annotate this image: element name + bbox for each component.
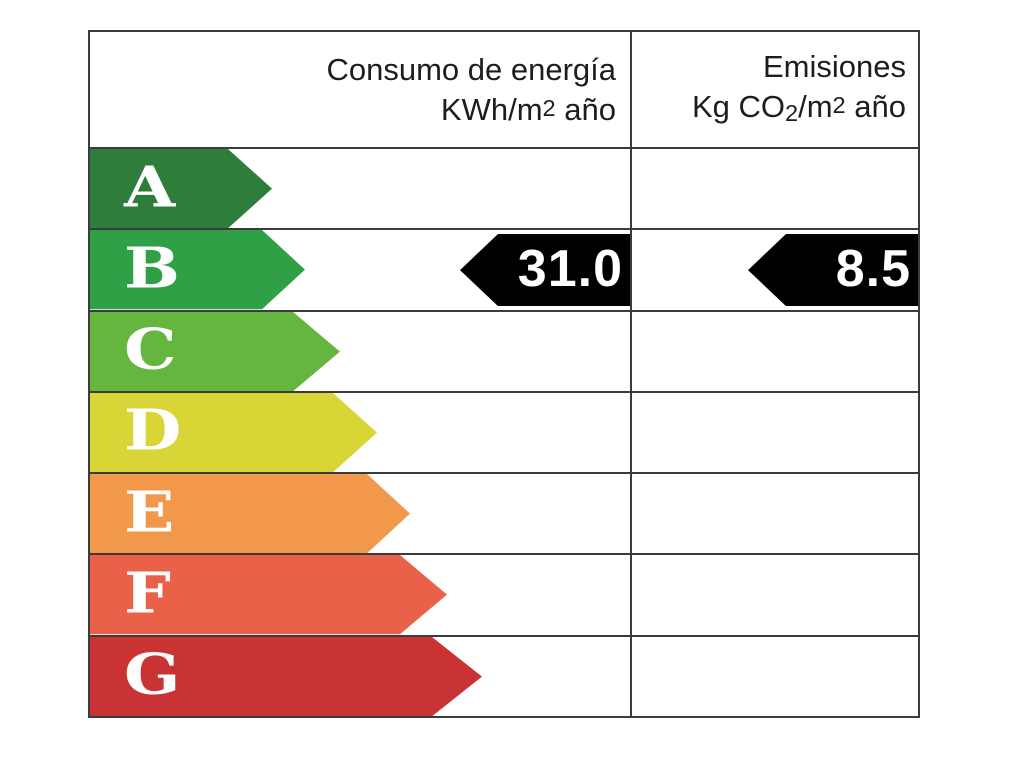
rating-letter-d: D — [124, 397, 182, 464]
superscript-2: 2 — [832, 91, 846, 118]
rating-table: Consumo de energía KWh/m2 año Emisiones … — [88, 30, 920, 718]
emissions-cell-d — [630, 393, 918, 472]
subscript-2: 2 — [785, 99, 799, 126]
rating-letter-g: G — [124, 641, 181, 708]
rating-arrow-c — [90, 311, 340, 391]
rating-arrow-f — [90, 555, 447, 635]
superscript-2: 2 — [542, 94, 556, 121]
emissions-cell-e — [630, 474, 918, 553]
consumption-value-arrow-shape — [460, 233, 630, 306]
consumption-cell-c: C — [90, 311, 630, 391]
emissions-value-arrow: 8.5 — [748, 233, 918, 306]
rating-arrow-a — [90, 149, 272, 229]
emissions-header-line2: Kg CO2/m2 año — [691, 88, 906, 126]
consumption-header-line2: KWh/m2 año — [440, 91, 616, 127]
emissions-cell-c — [630, 312, 918, 391]
consumption-header-line1: Consumo de energía — [326, 51, 616, 87]
emissions-header-line1: Emisiones — [763, 48, 906, 84]
emissions-value: 8.5 — [835, 239, 911, 298]
rating-arrow-b — [90, 230, 305, 310]
rating-row-f: F — [90, 555, 918, 637]
column-divider — [630, 32, 632, 716]
rating-letter-e: E — [124, 479, 175, 546]
rating-letter-f: F — [124, 560, 171, 627]
rating-arrow-d — [90, 392, 377, 473]
rating-rows: A B 31.0 — [90, 149, 918, 716]
consumption-cell-b: B 31.0 — [90, 230, 630, 310]
table-header: Consumo de energía KWh/m2 año Emisiones … — [90, 32, 918, 149]
consumption-cell-g: G — [90, 636, 630, 716]
rating-arrow-e — [90, 474, 410, 554]
emissions-value-arrow-shape — [748, 233, 918, 306]
rating-row-e: E — [90, 474, 918, 556]
emissions-cell-a — [630, 149, 918, 228]
rating-row-g: G — [90, 636, 918, 716]
rating-row-c: C — [90, 311, 918, 393]
rating-letter-a: A — [124, 153, 176, 220]
emissions-cell-b: 8.5 — [630, 230, 918, 309]
emissions-cell-f — [630, 555, 918, 634]
consumption-cell-f: F — [90, 555, 630, 635]
rating-letter-b: B — [124, 235, 180, 302]
consumption-cell-a: A — [90, 149, 630, 229]
consumption-cell-d: D — [90, 392, 630, 473]
consumption-value-arrow: 31.0 — [460, 233, 630, 306]
column-header-emissions: Emisiones Kg CO2/m2 año — [630, 32, 918, 147]
rating-row-d: D — [90, 392, 918, 475]
consumption-value: 31.0 — [517, 239, 623, 298]
rating-row-b: B 31.0 8.5 — [90, 230, 918, 312]
column-header-consumption: Consumo de energía KWh/m2 año — [90, 32, 630, 147]
rating-arrow-g — [90, 636, 482, 716]
rating-letter-c: C — [124, 316, 177, 383]
emissions-cell-g — [630, 637, 918, 716]
consumption-cell-e: E — [90, 474, 630, 554]
rating-row-a: A — [90, 149, 918, 231]
